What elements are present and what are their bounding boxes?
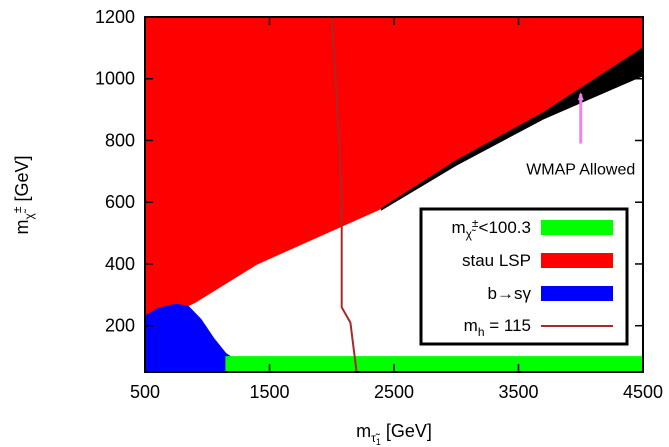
y-tick-label-1200: 1200: [95, 7, 135, 27]
legend-label-stau: stau LSP: [462, 251, 531, 270]
region-chargino: [225, 356, 643, 372]
y-axis-label-sup: ±: [10, 206, 24, 213]
legend: mχ̃±<100.3 stau LSP b→sγ mh = 115: [419, 207, 629, 346]
x-tick-label-500: 500: [130, 382, 160, 402]
legend-label-chargino-sup: ±: [472, 216, 479, 230]
y-axis-label-main: m: [12, 219, 32, 234]
y-tick-label-600: 600: [105, 192, 135, 212]
legend-label-chargino-main: m: [451, 218, 465, 237]
legend-label-chargino: mχ̃±<100.3: [451, 216, 531, 241]
x-tick-label-4500: 4500: [623, 382, 663, 402]
region-b-s: [145, 303, 258, 372]
contour-m-h-115: [330, 17, 358, 372]
annotation-layer: WMAP Allowed: [526, 92, 635, 178]
y-tick-label-1000: 1000: [95, 69, 135, 89]
legend-label-bsg: b→sγ: [488, 284, 532, 303]
ticks-layer: 500 1500 2500 3500 4500 200 400 600 800 1000 1200: [95, 7, 663, 402]
wmap-annotation-text: WMAP Allowed: [526, 161, 635, 178]
y-tick-label-200: 200: [105, 316, 135, 336]
y-axis-label-sub: χ̃: [22, 208, 36, 219]
legend-label-higgs-main: m: [464, 316, 478, 335]
region-wmap-allowed: [381, 47, 643, 211]
legend-label-higgs: mh = 115: [464, 316, 531, 339]
contours-layer: [330, 17, 358, 372]
legend-swatch-stau: [541, 253, 613, 268]
x-tick-label-2500: 2500: [374, 382, 414, 402]
legend-label-higgs-tail: = 115: [485, 316, 531, 335]
legend-swatch-bsg: [541, 286, 613, 301]
x-axis-label-subsub: 1: [376, 437, 381, 447]
legend-label-chargino-sub: χ̃: [466, 227, 477, 241]
x-axis-label-main: m: [356, 421, 371, 441]
regions-layer: [145, 17, 643, 372]
wmap-arrow-head: [577, 92, 584, 101]
x-tick-label-1500: 1500: [249, 382, 289, 402]
x-axis-label: mτ̃1 [GeV]: [356, 421, 432, 447]
x-tick-label-3500: 3500: [498, 382, 538, 402]
x-axis-label-unit: [GeV]: [381, 421, 432, 441]
y-tick-label-800: 800: [105, 130, 135, 150]
legend-label-higgs-sub: h: [478, 325, 485, 339]
y-axis-label-unit: [GeV]: [12, 156, 32, 207]
y-tick-label-400: 400: [105, 254, 135, 274]
y-axis-label: mχ̃± [GeV]: [10, 156, 36, 235]
legend-label-chargino-tail: <100.3: [479, 218, 531, 237]
legend-swatch-chargino: [541, 220, 613, 235]
